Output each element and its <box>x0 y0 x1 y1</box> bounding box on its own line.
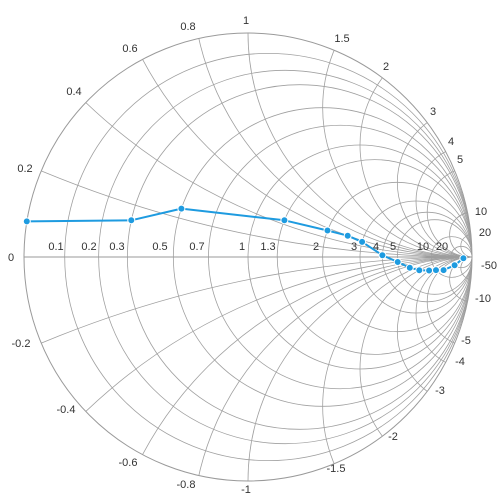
series-point-16[interactable] <box>459 254 468 263</box>
reactance-arc-2 <box>359 33 472 258</box>
reactance-label-neg0p8: -0.8 <box>177 479 196 491</box>
reactance-label-0p6: 0.6 <box>122 43 137 55</box>
series-point-4[interactable] <box>280 216 289 225</box>
reactance-label-neg0p6: -0.6 <box>119 457 138 469</box>
resistance-label-4: 4 <box>373 241 379 253</box>
reactance-label-0p4: 0.4 <box>66 86 81 98</box>
resistance-label-0: 0 <box>8 252 14 264</box>
reactance-label-neg0p4: -0.4 <box>57 404 76 416</box>
series-point-3[interactable] <box>177 204 186 213</box>
resistance-label-3: 3 <box>351 241 357 253</box>
resistance-label-20: 20 <box>436 241 448 253</box>
series-point-10[interactable] <box>405 263 414 272</box>
reactance-label-neg4: -4 <box>455 356 465 368</box>
series-point-9[interactable] <box>393 258 402 266</box>
series-point-11[interactable] <box>415 266 424 275</box>
reactance-label-5: 5 <box>457 154 463 166</box>
reactance-label-neg10: -10 <box>475 293 491 305</box>
label-layer: 00.1 0.2 0.3 0.5 0.7 1 1.3 2 3 4 5 10 20-500.20.40.6… <box>8 15 497 496</box>
resistance-label-1: 1 <box>239 241 245 253</box>
reactance-arc-3 <box>396 107 472 258</box>
series-point-15[interactable] <box>450 261 459 270</box>
series-point-2[interactable] <box>127 216 136 225</box>
reactance-label-3: 3 <box>430 106 436 118</box>
series-layer <box>22 204 468 275</box>
reactance-label-1p5: 1.5 <box>334 33 349 45</box>
reactance-arc-0p2 <box>24 33 472 258</box>
reactance-label-neg0p2: -0.2 <box>12 338 31 350</box>
series-point-14[interactable] <box>439 266 448 275</box>
resistance-label-0p2: 0.2 <box>81 241 96 253</box>
series-point-12[interactable] <box>425 266 434 275</box>
reactance-arc-4 <box>415 144 472 258</box>
reactance-label-neg3: -3 <box>435 385 445 397</box>
resistance-label-1p3: 1.3 <box>260 241 275 253</box>
reactance-label-0p8: 0.8 <box>180 21 195 33</box>
reactance-label-neg5: -5 <box>461 335 471 347</box>
reactance-label-neg1: -1 <box>241 484 251 496</box>
reactance-arc-neg4 <box>415 256 472 370</box>
resistance-label-0p1: 0.1 <box>48 241 63 253</box>
reactance-arc-neg10 <box>449 256 472 303</box>
resistance-label-0p3: 0.3 <box>109 241 124 253</box>
reactance-label-4: 4 <box>448 136 454 148</box>
reactance-label-10: 10 <box>475 206 487 218</box>
reactance-label-20: 20 <box>479 227 491 239</box>
resistance-label-10: 10 <box>417 241 429 253</box>
reactance-arc-neg3 <box>396 256 472 407</box>
reactance-label-2: 2 <box>383 61 389 73</box>
resistance-label-neg50: -50 <box>481 260 497 272</box>
resistance-label-5: 5 <box>390 241 396 253</box>
resistance-label-0p5: 0.5 <box>152 241 167 253</box>
series-point-5[interactable] <box>323 226 332 235</box>
series-point-1[interactable] <box>22 217 31 226</box>
reactance-arc-0p4 <box>24 33 472 258</box>
reactance-label-0p2: 0.2 <box>17 163 32 175</box>
reactance-arc-neg2 <box>359 256 472 481</box>
reactance-arc-10 <box>449 211 472 258</box>
series-point-7[interactable] <box>358 237 367 246</box>
series-point-6[interactable] <box>343 231 352 240</box>
reactance-label-1: 1 <box>243 15 249 27</box>
series-point-8[interactable] <box>378 251 387 260</box>
reactance-arc-neg0p6 <box>98 256 472 481</box>
reactance-label-neg1p5: -1.5 <box>327 463 346 475</box>
reactance-arc-5 <box>426 166 472 258</box>
resistance-label-2: 2 <box>313 241 319 253</box>
reactance-label-neg2: -2 <box>388 431 398 443</box>
resistance-label-0p7: 0.7 <box>189 241 204 253</box>
series-point-13[interactable] <box>432 266 440 275</box>
reactance-arc-neg5 <box>426 256 472 347</box>
